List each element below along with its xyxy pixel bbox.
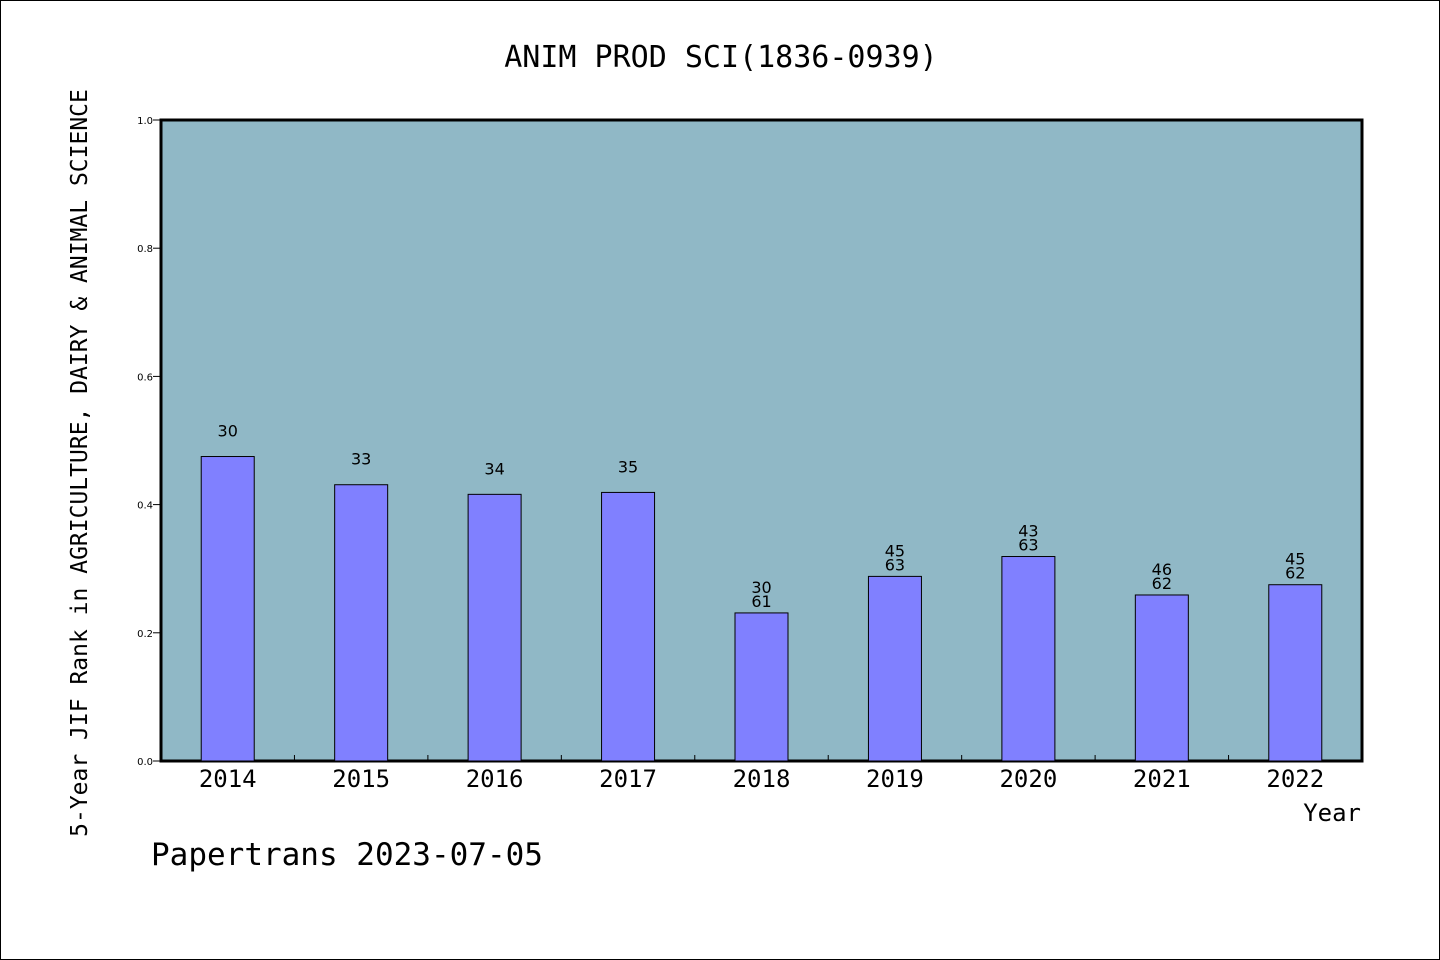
x-tick-label: 2022 bbox=[1266, 765, 1324, 793]
bar-data-label: 33 bbox=[351, 450, 371, 469]
y-tick-label: 0.4 bbox=[137, 501, 153, 512]
x-tick-label: 2019 bbox=[866, 765, 924, 793]
y-tick-label: 0.6 bbox=[137, 372, 153, 383]
x-tick-label: 2015 bbox=[332, 765, 390, 793]
x-tick-label: 2020 bbox=[999, 765, 1057, 793]
bar-2021 bbox=[1134, 594, 1189, 762]
y-tick-label: 0.0 bbox=[137, 757, 153, 768]
bar-2019 bbox=[867, 575, 922, 762]
bar-data-label: 61 bbox=[751, 592, 771, 611]
x-axis: 2014 2015 2016 2017 2018 2019 2020 2021 2022 bbox=[199, 755, 1324, 793]
bar-2015 bbox=[334, 484, 389, 762]
bar-data-label: 45 bbox=[885, 541, 905, 560]
footer-credit: Papertrans 2023-07-05 bbox=[151, 837, 543, 873]
bar-2020 bbox=[1001, 556, 1056, 762]
y-tick-label: 1.0 bbox=[137, 116, 153, 127]
bar-data-label: 43 bbox=[1018, 522, 1038, 541]
y-tick-label: 0.2 bbox=[137, 629, 153, 640]
bar-data-label: 63 bbox=[1018, 536, 1038, 555]
bar-data-label: 34 bbox=[484, 459, 504, 478]
x-tick-label: 2018 bbox=[733, 765, 791, 793]
x-tick-label: 2016 bbox=[466, 765, 524, 793]
bar-data-label: 45 bbox=[1285, 550, 1305, 569]
bar-2016 bbox=[467, 493, 522, 762]
x-tick-label: 2021 bbox=[1133, 765, 1191, 793]
x-tick-label: 2014 bbox=[199, 765, 257, 793]
bar-data-label: 46 bbox=[1152, 560, 1172, 579]
bar-data-label: 35 bbox=[618, 457, 638, 476]
y-axis-label: 5-Year JIF Rank in AGRICULTURE, DAIRY & … bbox=[67, 89, 93, 837]
bar-2017 bbox=[601, 491, 656, 762]
bar-data-label: 62 bbox=[1285, 564, 1305, 583]
bar-data-label: 30 bbox=[218, 422, 238, 441]
bar-data-label: 62 bbox=[1152, 574, 1172, 593]
x-tick-label: 2017 bbox=[599, 765, 657, 793]
y-tick-label: 0.8 bbox=[137, 244, 153, 255]
bar-data-label: 30 bbox=[751, 578, 771, 597]
bar-2014 bbox=[200, 456, 255, 762]
chart-title: ANIM PROD SCI(1836-0939) bbox=[504, 40, 937, 75]
bar-2018 bbox=[734, 612, 789, 762]
bar-data-label: 63 bbox=[885, 555, 905, 574]
y-axis: 0.0 0.2 0.4 0.6 0.8 1.0 bbox=[137, 116, 161, 768]
x-axis-label: Year bbox=[1303, 799, 1361, 827]
bar-2022 bbox=[1268, 584, 1323, 762]
